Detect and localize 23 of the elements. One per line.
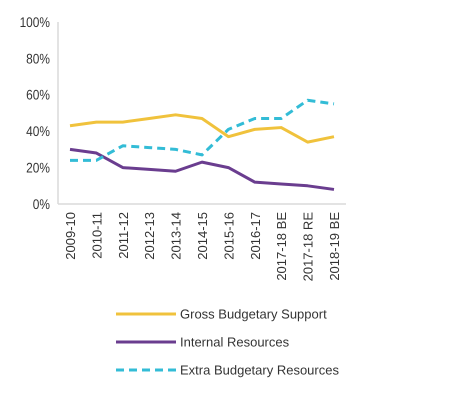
x-tick-label: 2015-16: [221, 212, 236, 260]
legend-label: Internal Resources: [180, 334, 290, 350]
x-tick-label: 2012-13: [142, 212, 158, 260]
x-tick-label: 2014-15: [195, 212, 210, 260]
x-tick-label: 2017-18 BE: [274, 212, 290, 281]
y-tick-label: 0%: [32, 196, 50, 212]
line-series: [68, 113, 336, 144]
y-tick-label: 40%: [26, 123, 50, 140]
x-tick-label: 2018-19 BE: [327, 212, 342, 281]
x-tick-label: 2011-12: [116, 212, 131, 259]
x-tick-label: 2009-10: [63, 212, 78, 260]
x-tick-label: 2016-17: [248, 212, 263, 260]
y-tick-label: 20%: [26, 160, 50, 176]
x-tick-label: 2013-14: [168, 212, 184, 260]
x-tick-label: 2010-11: [89, 212, 104, 259]
x-tick-label: 2017-18 RE: [300, 212, 316, 282]
y-tick-label: 60%: [26, 86, 50, 103]
y-tick-label: 80%: [26, 50, 50, 67]
line-series: [68, 148, 336, 191]
legend-label: Gross Budgetary Support: [180, 306, 328, 322]
line-series: [68, 98, 336, 162]
legend-label: Extra Budgetary Resources: [180, 362, 340, 378]
y-tick-label: 100%: [20, 14, 50, 30]
